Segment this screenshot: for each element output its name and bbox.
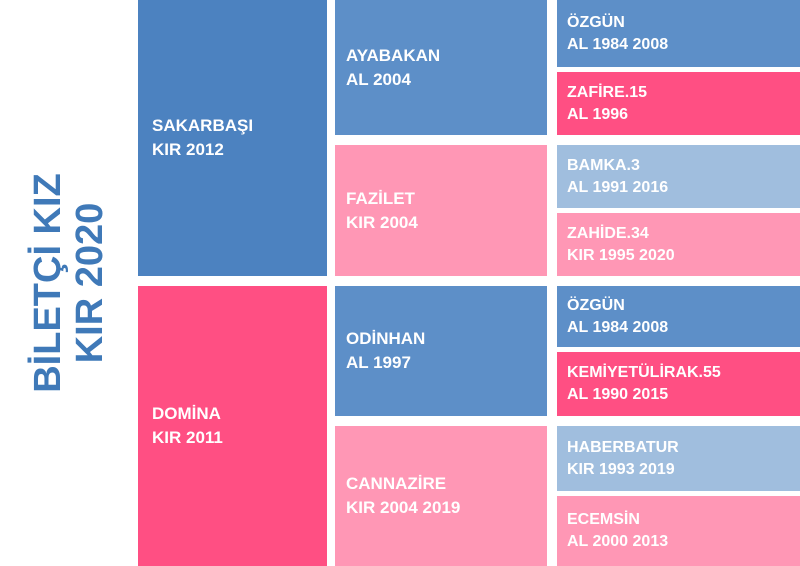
sire-sire-info: AL 2004 [346,69,411,89]
g3-box: ZAFİRE.15 AL 1996 [557,72,800,135]
g3-box: BAMKA.3 AL 1991 2016 [557,145,800,208]
g3-box: ÖZGÜN AL 1984 2008 [557,0,800,67]
dam-dam-name: CANNAZİRE [346,474,447,493]
g3-info: AL 1984 2008 [567,35,669,53]
g3-box: KEMİYETÜLİRAK.55 AL 1990 2015 [557,352,800,416]
g3-name: ZAHİDE.34 [567,224,649,242]
g3-info: AL 1991 2016 [567,178,669,196]
dam-name: DOMİNA [152,404,221,423]
sire-dam-info: KIR 2004 [346,212,418,232]
sire-info: KIR 2012 [152,140,224,159]
g3-box: ECEMSİN AL 2000 2013 [557,496,800,566]
g3-info: KIR 1993 2019 [567,460,675,478]
pedigree-title: BİLETÇİ KIZ KIR 2020 [0,0,138,566]
dam-sire-info: AL 1997 [346,353,411,372]
sire-sire-box: AYABAKAN AL 2004 [335,0,547,135]
g3-box: ZAHİDE.34 KIR 1995 2020 [557,213,800,276]
g3-info: AL 1984 2008 [567,318,669,336]
g3-box: ÖZGÜN AL 1984 2008 [557,286,800,347]
g3-name: ZAFİRE.15 [567,83,648,101]
sire-sire-name: AYABAKAN [346,45,441,65]
g3-info: AL 1990 2015 [567,386,669,403]
sire-box: SAKARBAŞI KIR 2012 [138,0,327,276]
dam-sire-box: ODİNHAN AL 1997 [335,286,547,416]
dam-box: DOMİNA KIR 2011 [138,286,327,566]
dam-dam-info: KIR 2004 2019 [346,498,461,517]
g3-info: AL 1996 [567,105,629,123]
g3-name: ECEMSİN [567,511,640,528]
dam-info: KIR 2011 [152,428,223,447]
g3-name: ÖZGÜN [567,296,625,314]
g3-name: BAMKA.3 [567,156,640,174]
g3-name: ÖZGÜN [567,13,625,31]
sire-dam-name: FAZİLET [346,188,415,208]
g3-name: HABERBATUR [567,438,679,456]
g3-name: KEMİYETÜLİRAK.55 [567,364,721,381]
g3-info: AL 2000 2013 [567,533,669,550]
g3-info: KIR 1995 2020 [567,246,675,264]
g3-box: HABERBATUR KIR 1993 2019 [557,426,800,491]
dam-dam-box: CANNAZİRE KIR 2004 2019 [335,426,547,566]
horse-info: KIR 2020 [69,202,112,364]
horse-name: BİLETÇİ KIZ [27,173,70,393]
sire-name: SAKARBAŞI [152,116,254,135]
sire-dam-box: FAZİLET KIR 2004 [335,145,547,276]
dam-sire-name: ODİNHAN [346,329,426,348]
